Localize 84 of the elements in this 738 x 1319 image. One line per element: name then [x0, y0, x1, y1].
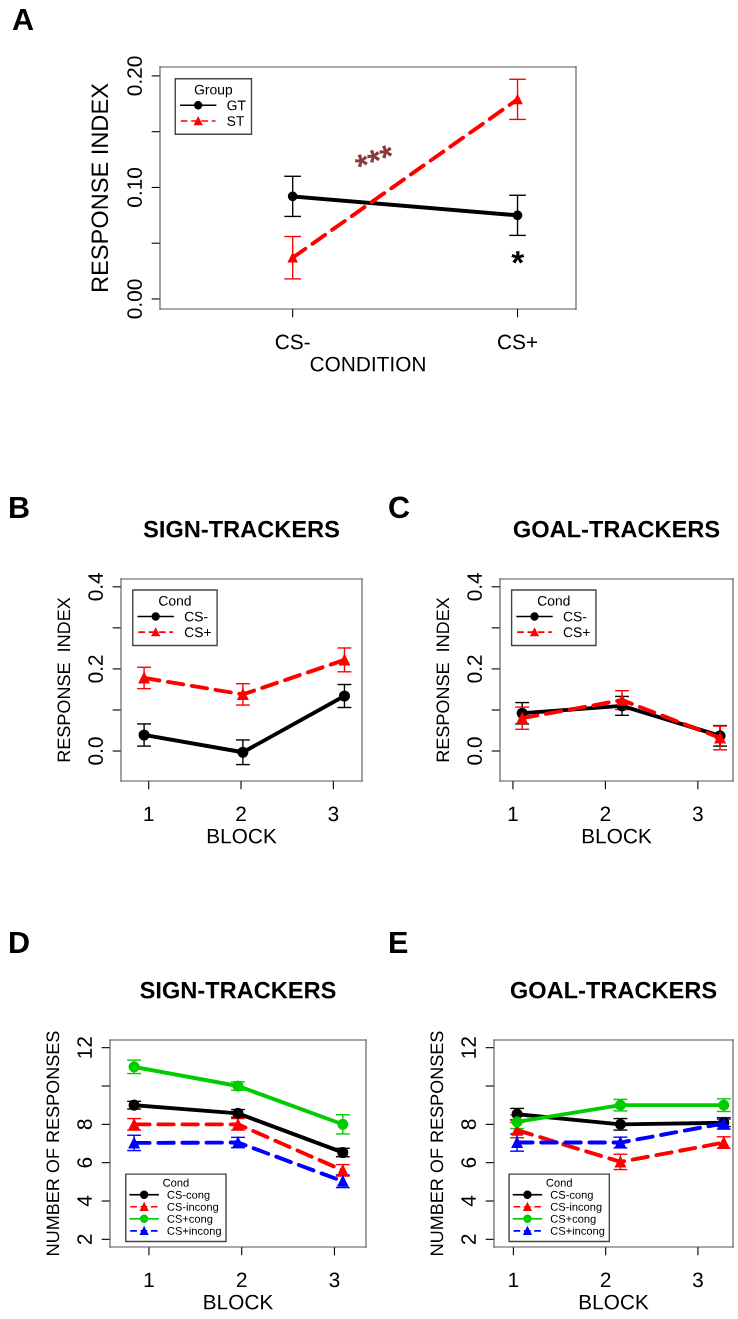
point [237, 746, 249, 758]
point [616, 694, 628, 706]
y-tick-label: 12 [461, 1037, 476, 1058]
text: E [390, 931, 408, 953]
y-tick-label: 6 [77, 1157, 92, 1168]
point [512, 94, 523, 105]
x-tick-label: 3 [329, 1272, 340, 1288]
x-tick-label: 2 [600, 1272, 611, 1288]
legend-label: CS-incong [167, 1202, 219, 1213]
y-tick-label: 0.0 [88, 737, 103, 765]
point [138, 672, 150, 684]
legend-label: CS- [563, 611, 587, 622]
x-tick-label: 3 [692, 1272, 703, 1288]
x-tick-label: 3 [692, 806, 703, 822]
x-axis-title: BLOCK [582, 828, 652, 844]
legend-label: ST [227, 116, 245, 126]
y-tick-label: 0.4 [467, 572, 482, 601]
y-axis-title: RESPONSE INDEX [436, 597, 450, 762]
chart-title: GOAL-TRACKERS [510, 981, 717, 999]
y-tick-label: 12 [77, 1037, 92, 1058]
y-tick-label: 0.00 [127, 279, 142, 319]
legend-title: Cond [546, 1178, 572, 1187]
legend-label: GT [227, 100, 246, 111]
x-tick-label: 2 [236, 806, 246, 822]
legend-title: Cond [159, 595, 191, 606]
point [337, 1118, 349, 1130]
text: D [10, 931, 29, 953]
point [338, 654, 351, 666]
y-tick-label: 0.10 [127, 167, 142, 207]
annotation: * [511, 251, 525, 264]
y-tick-label: 0.0 [467, 737, 482, 765]
legend-label: CS+ [184, 627, 211, 638]
y-tick-label: 4 [461, 1195, 476, 1207]
x-axis-title: CONDITION [310, 356, 425, 372]
y-tick-label: 0.20 [127, 56, 142, 96]
y-axis-title: NUMBER OF RESPONSES [430, 1031, 444, 1255]
legend-label: CS+cong [550, 1214, 596, 1225]
x-tick-label: 1 [509, 1272, 519, 1288]
legend-title: Group [194, 84, 233, 98]
text: B [10, 496, 29, 518]
point [287, 191, 298, 202]
x-axis-title: BLOCK [579, 1294, 649, 1310]
text: A [12, 8, 34, 30]
point [138, 729, 150, 741]
legend-label: CS+incong [550, 1226, 605, 1237]
y-tick-label: 0.2 [88, 655, 103, 683]
x-tick-label: 1 [144, 1272, 154, 1288]
x-tick-label: 1 [144, 806, 154, 822]
legend-label: CS- [184, 611, 208, 622]
x-axis-title: BLOCK [207, 828, 277, 844]
y-tick-label: 4 [77, 1195, 92, 1207]
legend-label: CS-incong [550, 1202, 602, 1213]
legend-title: Cond [537, 595, 570, 606]
legend-title: Cond [163, 1178, 189, 1187]
legend-label: CS-cong [167, 1190, 210, 1201]
legend-label: CS+cong [167, 1214, 213, 1225]
chart-title: SIGN-TRACKERS [143, 520, 339, 538]
y-axis-title: NUMBER OF RESPONSES [46, 1031, 60, 1255]
y-axis-title: RESPONSE INDEX [91, 83, 109, 292]
point [237, 688, 249, 700]
x-axis-title: BLOCK [204, 1294, 274, 1310]
y-axis-title: RESPONSE INDEX [57, 597, 71, 762]
y-tick-label: 8 [77, 1119, 92, 1130]
y-tick-label: 6 [461, 1157, 476, 1168]
x-tick-label: 3 [328, 806, 339, 822]
legend-label: CS-cong [550, 1190, 593, 1201]
y-tick-label: 2 [77, 1234, 92, 1245]
x-tick-label: 1 [508, 806, 518, 822]
x-tick-label: 2 [236, 1272, 247, 1288]
y-tick-label: 2 [461, 1234, 476, 1245]
point [338, 690, 351, 702]
legend-label: CS+incong [167, 1226, 221, 1237]
annotation: *** [353, 143, 394, 169]
point [512, 210, 523, 221]
chart-title: SIGN-TRACKERS [140, 981, 336, 999]
x-tick-label: 2 [600, 806, 611, 822]
text: C [389, 496, 410, 519]
y-tick-label: 8 [461, 1119, 476, 1130]
legend-label: CS+ [563, 627, 590, 638]
y-tick-label: 0.4 [88, 572, 103, 601]
y-tick-label: 0.2 [467, 655, 482, 683]
chart-title: GOAL-TRACKERS [513, 520, 720, 538]
point [287, 252, 298, 263]
point [516, 712, 528, 724]
